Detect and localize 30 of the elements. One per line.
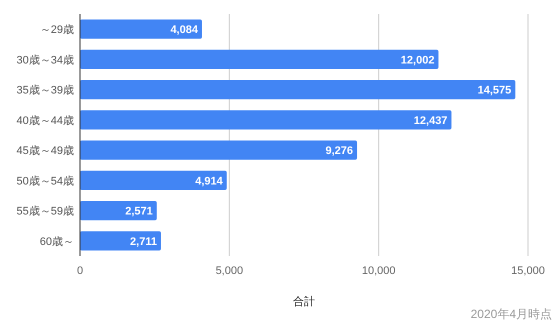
- bar: [80, 110, 452, 130]
- y-tick-label: 40歳～44歳: [16, 114, 74, 127]
- text: 2020年4月時点: [470, 307, 552, 321]
- data-label: 9,276: [326, 145, 354, 158]
- y-tick-label: ～29歳: [40, 23, 74, 36]
- data-label: 4,914: [195, 175, 224, 188]
- bar: [80, 231, 161, 251]
- y-tick-label: 35歳～39歳: [16, 84, 74, 97]
- data-label: 4,084: [170, 24, 199, 36]
- bar: [80, 140, 358, 160]
- data-label: 14,575: [478, 84, 512, 97]
- bar: [80, 170, 227, 190]
- bar: [80, 50, 438, 70]
- x-tick-label: 10,000: [362, 265, 396, 277]
- data-label: 2,571: [125, 206, 153, 218]
- y-tick-label: 60歳～: [40, 234, 74, 248]
- y-tick-label: 50歳～54歳: [16, 174, 74, 188]
- bar: [80, 80, 516, 100]
- data-label: 2,711: [130, 236, 157, 248]
- y-tick-label: 45歳～49歳: [16, 144, 74, 158]
- bar: [80, 19, 202, 39]
- x-axis-title: 合計: [293, 295, 315, 308]
- x-tick-label: 15,000: [511, 265, 545, 277]
- x-tick-label: 5,000: [216, 265, 244, 277]
- bar: [80, 200, 157, 220]
- y-tick-label: 30歳～34歳: [16, 53, 74, 66]
- data-label: 12,437: [414, 114, 448, 127]
- x-tick-label: 0: [76, 265, 84, 277]
- y-tick-label: 55歳～59歳: [16, 204, 74, 218]
- data-label: 12,002: [400, 54, 434, 66]
